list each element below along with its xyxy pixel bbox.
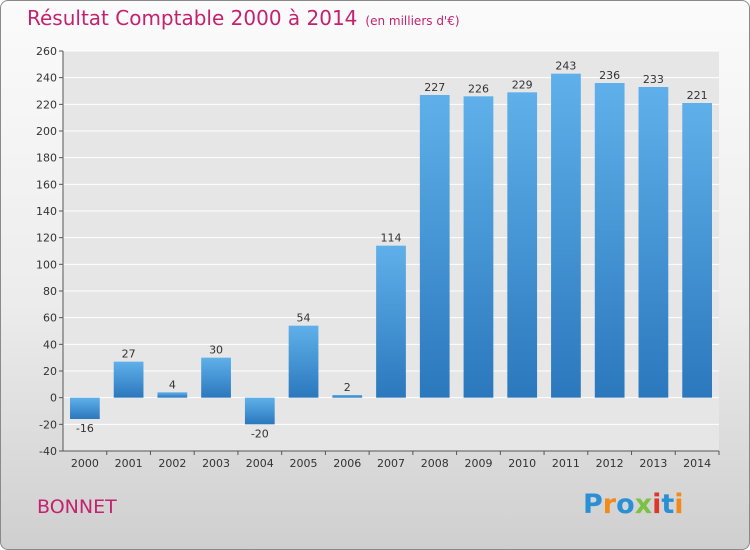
chart-title-text: Résultat Comptable 2000 à 2014 (27, 6, 358, 30)
data-label: 227 (424, 81, 445, 94)
bar (638, 87, 669, 398)
data-label: -20 (251, 427, 269, 440)
x-tick-label: 2014 (683, 457, 711, 470)
data-label: 229 (512, 78, 533, 91)
proxiti-logo: Proxiti (583, 489, 684, 520)
bar (157, 392, 188, 398)
data-label: 2 (344, 381, 351, 394)
y-tick-label: 60 (43, 312, 57, 325)
chart-unit: (en milliers d'€) (365, 14, 460, 28)
y-tick-label: -40 (39, 445, 57, 458)
y-tick-label: 80 (43, 285, 57, 298)
y-tick-label: 100 (36, 258, 57, 271)
x-tick-label: 2011 (552, 457, 580, 470)
x-tick-label: 2001 (115, 457, 143, 470)
bar (244, 397, 275, 425)
y-tick-label: 0 (50, 392, 57, 405)
bar (376, 245, 406, 398)
data-label: 4 (169, 378, 176, 391)
y-tick-label: 120 (36, 232, 57, 245)
y-tick-label: 20 (43, 365, 57, 378)
bars (69, 73, 713, 425)
bar (201, 357, 231, 398)
data-label: 226 (468, 82, 489, 95)
logo-letter: t (661, 489, 675, 520)
y-tick-label: 260 (36, 45, 57, 58)
bar (594, 83, 625, 398)
y-tick-label: 40 (43, 338, 57, 351)
chart-title: Résultat Comptable 2000 à 2014 (en millie… (27, 6, 460, 30)
data-label: 243 (555, 60, 576, 73)
y-tick-label: 220 (36, 98, 57, 111)
x-tick-label: 2000 (71, 457, 99, 470)
data-label: -16 (76, 422, 94, 435)
y-tick-label: -20 (39, 418, 57, 431)
logo-letter: i (674, 489, 684, 520)
logo-letter: x (634, 489, 653, 520)
x-tick-label: 2004 (246, 457, 274, 470)
y-tick-label: 140 (36, 205, 57, 218)
x-tick-label: 2010 (508, 457, 536, 470)
y-tick-label: 180 (36, 152, 57, 165)
logo-letter: i (652, 489, 662, 520)
bar (69, 397, 100, 419)
bar (682, 103, 713, 398)
data-labels: -16 27 4 30 -20 54 2 114 227 226 229 243 236 233 221 (76, 60, 708, 441)
logo-letter: r (602, 489, 617, 520)
bar (113, 361, 144, 398)
x-tick-label: 2002 (158, 457, 186, 470)
x-tick-label: 2009 (464, 457, 492, 470)
x-tick-label: 2005 (290, 457, 318, 470)
commune-name: BONNET (37, 496, 117, 518)
data-label: 114 (381, 232, 402, 245)
y-tick-label: 160 (36, 178, 57, 191)
y-tick-label: 200 (36, 125, 57, 138)
axes: -40 -20 0 20 40 60 80 100 120 140 160 180 200 220 240 2… (36, 45, 720, 470)
bar (419, 95, 450, 398)
x-tick-label: 2007 (377, 457, 405, 470)
bar (551, 73, 581, 398)
bar (463, 96, 494, 398)
data-label: 30 (209, 344, 223, 357)
x-tick-label: 2008 (421, 457, 449, 470)
bar (332, 395, 363, 398)
x-tick-label: 2006 (333, 457, 361, 470)
bar (288, 325, 319, 398)
y-tick-label: 240 (36, 72, 57, 85)
data-label: 236 (599, 69, 620, 82)
logo-letter: P (583, 489, 603, 520)
data-label: 54 (297, 312, 311, 325)
data-label: 27 (122, 348, 136, 361)
x-tick-label: 2003 (202, 457, 230, 470)
x-tick-label: 2013 (639, 457, 667, 470)
bar (507, 92, 538, 398)
logo-letter: o (616, 489, 635, 520)
data-label: 233 (643, 73, 664, 86)
data-label: 221 (687, 89, 708, 102)
x-tick-label: 2012 (596, 457, 624, 470)
